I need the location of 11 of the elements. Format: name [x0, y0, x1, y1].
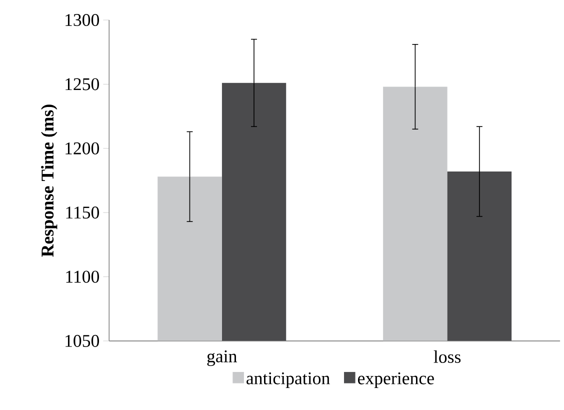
legend-label: anticipation	[246, 372, 330, 388]
y-tick-label: 1300	[66, 14, 100, 26]
y-tick-label: 1050	[66, 334, 100, 347]
x-tick-label: loss	[434, 350, 461, 363]
y-tick-label: 1200	[66, 142, 100, 154]
legend-label: experience	[358, 372, 434, 388]
y-tick-label: 1250	[66, 78, 100, 90]
y-tick-label: 1100	[66, 270, 100, 283]
x-tick-label: gain	[207, 350, 237, 366]
y-tick-label: 1150	[66, 206, 100, 219]
y-axis-title: Response Time (ms)	[41, 104, 58, 257]
